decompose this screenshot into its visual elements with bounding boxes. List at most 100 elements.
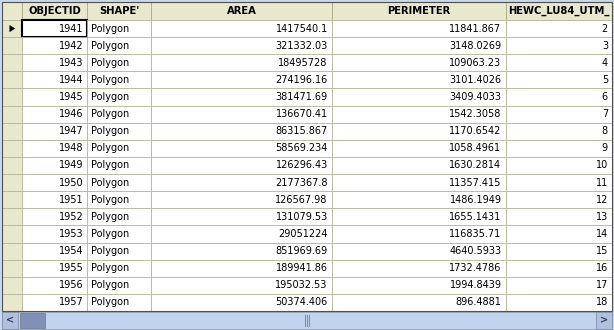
- Bar: [2, 123, 22, 140]
- Bar: [87, 140, 151, 157]
- Bar: [22, 2, 87, 20]
- Text: Polygon: Polygon: [91, 109, 130, 119]
- Bar: [2, 243, 22, 260]
- Text: Polygon: Polygon: [91, 23, 130, 34]
- Bar: [87, 54, 151, 71]
- Bar: [2, 71, 22, 88]
- Bar: [505, 260, 612, 277]
- Bar: [2, 208, 22, 225]
- Text: 1542.3058: 1542.3058: [449, 109, 502, 119]
- Bar: [22, 191, 87, 208]
- Text: Polygon: Polygon: [91, 75, 130, 85]
- Text: 3148.0269: 3148.0269: [449, 41, 502, 51]
- Text: 896.4881: 896.4881: [456, 297, 502, 308]
- Polygon shape: [10, 25, 15, 32]
- Text: PERIMETER: PERIMETER: [387, 6, 450, 16]
- Text: 195032.53: 195032.53: [276, 280, 328, 290]
- Bar: [151, 191, 332, 208]
- Text: 10: 10: [596, 160, 608, 171]
- Text: 126296.43: 126296.43: [276, 160, 328, 171]
- Bar: [22, 71, 87, 88]
- Bar: [332, 260, 505, 277]
- Text: 1946: 1946: [59, 109, 84, 119]
- Text: Polygon: Polygon: [91, 160, 130, 171]
- Text: Polygon: Polygon: [91, 92, 130, 102]
- Bar: [332, 2, 505, 20]
- Bar: [151, 157, 332, 174]
- Text: 3: 3: [602, 41, 608, 51]
- Text: Polygon: Polygon: [91, 126, 130, 136]
- Bar: [505, 140, 612, 157]
- Bar: [22, 225, 87, 243]
- Text: 189941.86: 189941.86: [276, 263, 328, 273]
- Text: 851969.69: 851969.69: [276, 246, 328, 256]
- Bar: [151, 54, 332, 71]
- Bar: [505, 277, 612, 294]
- Bar: [151, 106, 332, 123]
- Bar: [87, 37, 151, 54]
- Bar: [151, 294, 332, 311]
- Bar: [22, 174, 87, 191]
- Text: 9: 9: [602, 143, 608, 153]
- Bar: [87, 208, 151, 225]
- Bar: [87, 174, 151, 191]
- Text: Polygon: Polygon: [91, 195, 130, 205]
- Text: Polygon: Polygon: [91, 41, 130, 51]
- Text: SHAPE': SHAPE': [99, 6, 139, 16]
- Text: 1948: 1948: [59, 143, 84, 153]
- Bar: [151, 2, 332, 20]
- Text: 8: 8: [602, 126, 608, 136]
- Text: 1630.2814: 1630.2814: [449, 160, 502, 171]
- Bar: [2, 106, 22, 123]
- Bar: [87, 243, 151, 260]
- Text: Polygon: Polygon: [91, 229, 130, 239]
- Text: 1951: 1951: [58, 195, 84, 205]
- Bar: [87, 123, 151, 140]
- Bar: [332, 20, 505, 37]
- Bar: [151, 243, 332, 260]
- Text: 13: 13: [596, 212, 608, 222]
- Bar: [332, 277, 505, 294]
- Text: 126567.98: 126567.98: [276, 195, 328, 205]
- Text: 116835.71: 116835.71: [449, 229, 502, 239]
- Text: 4: 4: [602, 58, 608, 68]
- Bar: [87, 260, 151, 277]
- Bar: [332, 88, 505, 106]
- Bar: [87, 277, 151, 294]
- Text: 12: 12: [596, 195, 608, 205]
- Text: 136670.41: 136670.41: [276, 109, 328, 119]
- Bar: [151, 123, 332, 140]
- Text: 4640.5933: 4640.5933: [449, 246, 502, 256]
- Text: 16: 16: [596, 263, 608, 273]
- Bar: [87, 225, 151, 243]
- Bar: [151, 174, 332, 191]
- Bar: [22, 106, 87, 123]
- Bar: [332, 54, 505, 71]
- Text: 131079.53: 131079.53: [276, 212, 328, 222]
- Bar: [505, 123, 612, 140]
- Text: Polygon: Polygon: [91, 178, 130, 188]
- Bar: [22, 157, 87, 174]
- Text: 1170.6542: 1170.6542: [449, 126, 502, 136]
- Text: 1943: 1943: [59, 58, 84, 68]
- Bar: [87, 294, 151, 311]
- Text: 1417540.1: 1417540.1: [276, 23, 328, 34]
- Bar: [505, 157, 612, 174]
- Bar: [2, 312, 18, 329]
- Bar: [505, 243, 612, 260]
- Bar: [505, 71, 612, 88]
- Text: 1486.1949: 1486.1949: [449, 195, 502, 205]
- Bar: [22, 208, 87, 225]
- Text: 1058.4961: 1058.4961: [449, 143, 502, 153]
- Bar: [22, 260, 87, 277]
- Text: 381471.69: 381471.69: [276, 92, 328, 102]
- Bar: [87, 88, 151, 106]
- Bar: [2, 157, 22, 174]
- Bar: [332, 174, 505, 191]
- Text: 58569.234: 58569.234: [276, 143, 328, 153]
- Bar: [2, 20, 22, 37]
- Bar: [2, 2, 22, 20]
- Text: <: <: [6, 315, 14, 325]
- Bar: [151, 20, 332, 37]
- Bar: [151, 71, 332, 88]
